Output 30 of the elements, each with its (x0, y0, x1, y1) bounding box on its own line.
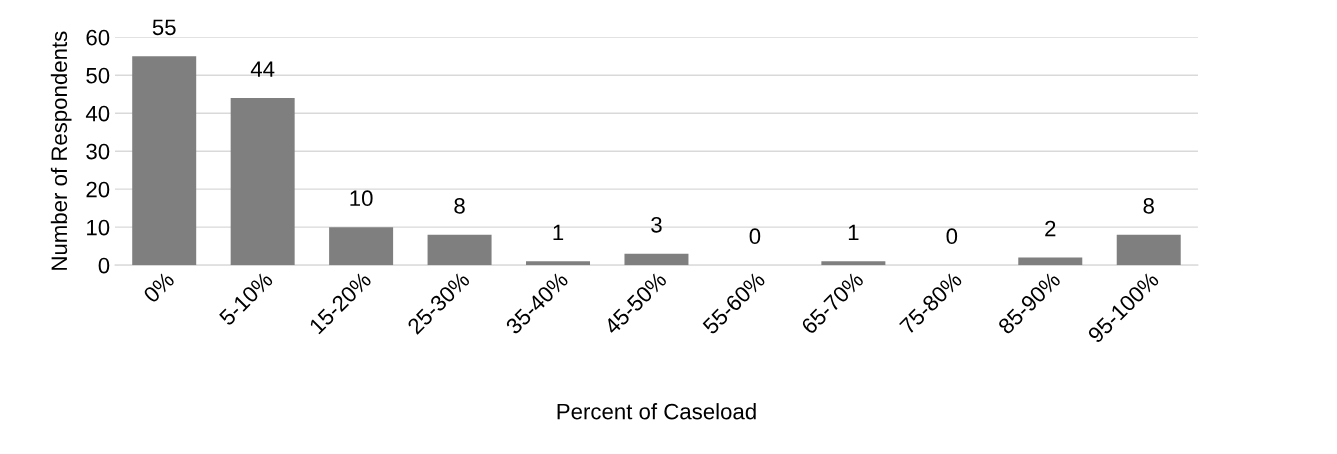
bar (230, 98, 295, 266)
bar (821, 261, 886, 266)
bar (1116, 234, 1181, 266)
data-label: 2 (1045, 220, 1056, 237)
y-tick-label: 20 (86, 181, 110, 198)
x-axis-title: Percent of Caseload (557, 403, 756, 420)
data-label: 3 (651, 216, 662, 233)
data-label: 8 (454, 197, 465, 214)
data-label: 0 (749, 228, 761, 245)
data-label: 1 (848, 224, 859, 241)
x-tick-label: 0% (142, 270, 176, 304)
y-tick-label: 50 (86, 67, 110, 84)
bar (1018, 257, 1083, 266)
bar (624, 253, 689, 266)
data-label: 1 (553, 224, 564, 241)
y-axis-title: Number of Respondents (50, 31, 72, 270)
y-tick-label: 30 (86, 143, 110, 160)
bar (427, 234, 492, 266)
data-label: 8 (1143, 197, 1154, 214)
bar (132, 56, 197, 266)
data-label: 44 (250, 61, 275, 77)
bar (526, 261, 591, 266)
data-label: 0 (946, 228, 958, 245)
y-tick-label: 10 (87, 219, 110, 236)
data-label: 55 (152, 19, 176, 36)
y-tick-label: 60 (86, 29, 110, 46)
y-tick-label: 40 (85, 105, 110, 122)
y-tick-label: 0 (98, 257, 110, 274)
bar (329, 227, 394, 266)
data-label: 10 (350, 190, 373, 207)
